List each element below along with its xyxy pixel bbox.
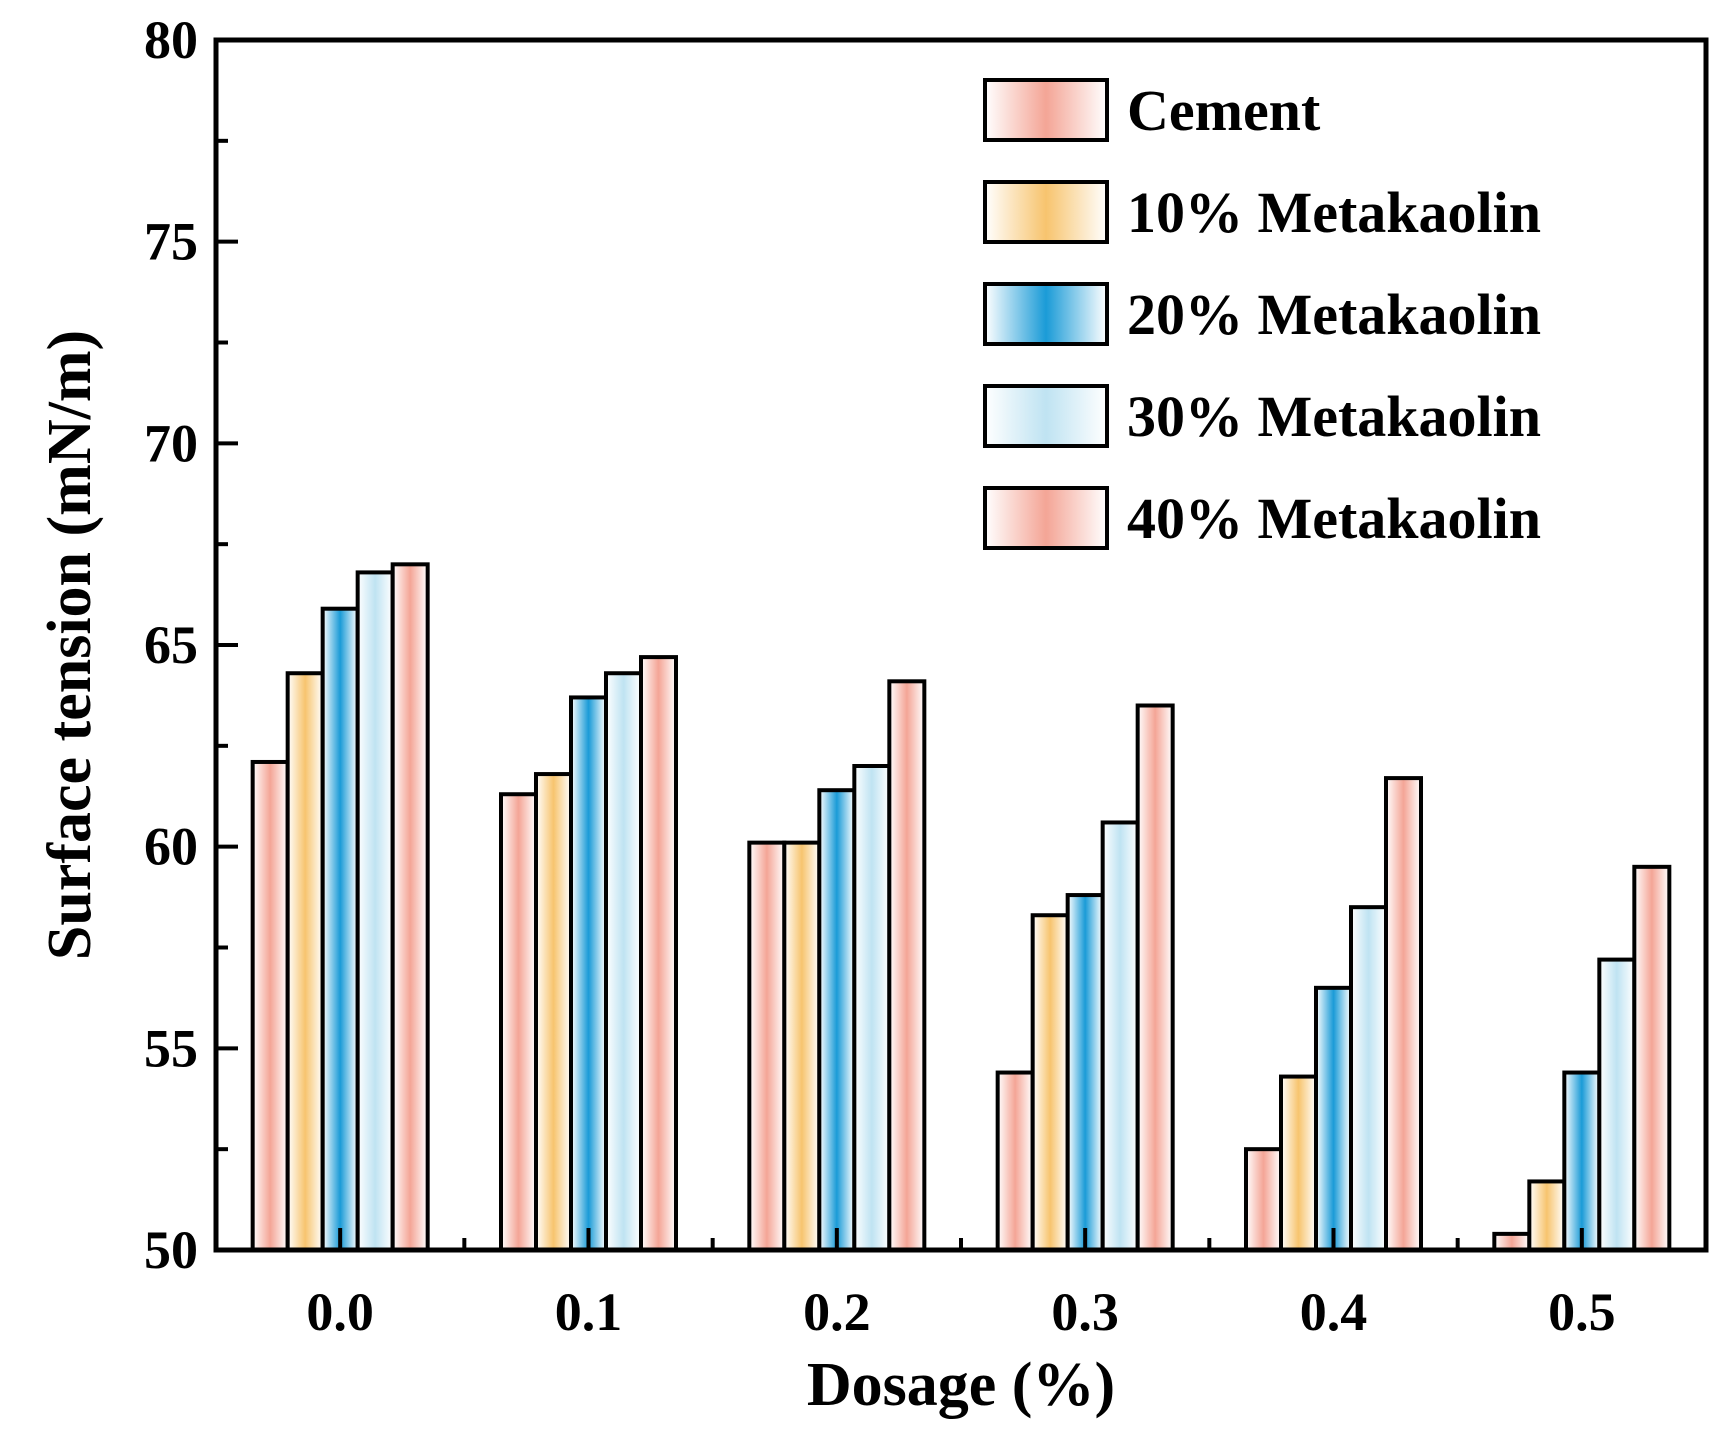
y-tick-label: 55 <box>144 1018 198 1078</box>
bar-0.2-20-metakaolin <box>817 788 857 1252</box>
y-tick-label: 80 <box>144 10 198 70</box>
bar-0.1-10-metakaolin <box>534 772 573 1252</box>
bar-0.5-30-metakaolin <box>1597 957 1637 1252</box>
bar-0.3-20-metakaolin <box>1065 893 1105 1252</box>
bar-0.0-cement <box>250 759 290 1252</box>
bar-0.1-40-metakaolin <box>639 655 678 1252</box>
x-axis-title: Dosage (%) <box>807 1351 1115 1419</box>
bar-0.2-10-metakaolin <box>782 840 822 1253</box>
x-tick-label: 0.4 <box>1300 1282 1368 1342</box>
bar-0.1-cement <box>499 792 538 1252</box>
legend-swatch <box>983 180 1109 244</box>
bar-0.1-20-metakaolin <box>569 695 608 1252</box>
bar-0.4-cement <box>1244 1147 1283 1252</box>
legend-swatch <box>983 384 1109 448</box>
bar-0.3-40-metakaolin <box>1135 703 1175 1252</box>
legend-label: 20% Metakaolin <box>1127 282 1541 347</box>
x-tick-label: 0.0 <box>306 1282 374 1342</box>
y-tick-label: 65 <box>144 615 198 675</box>
legend-label: Cement <box>1127 78 1321 143</box>
bar-0.5-10-metakaolin <box>1527 1179 1567 1253</box>
bar-0.5-40-metakaolin <box>1632 864 1672 1252</box>
axis-ticks <box>216 38 1584 1252</box>
bar-0.3-10-metakaolin <box>1030 913 1070 1252</box>
legend: Cement 10% Metakaolin 20% Metakaolin 30% Me… <box>983 78 1541 551</box>
bar-0.0-20-metakaolin <box>320 606 360 1252</box>
x-tick-label: 0.3 <box>1051 1282 1119 1342</box>
legend-label: 40% Metakaolin <box>1127 486 1541 551</box>
x-tick-label: 0.5 <box>1548 1282 1616 1342</box>
bar-0.4-30-metakaolin <box>1349 905 1388 1253</box>
x-tick-label: 0.1 <box>555 1282 623 1342</box>
y-tick-label: 70 <box>144 413 198 473</box>
y-tick-label: 60 <box>144 817 198 877</box>
bar-0.0-10-metakaolin <box>285 671 325 1252</box>
y-axis-title: Surface tension (mN/m) <box>36 330 104 960</box>
x-axis-tick-labels: 0.0 0.1 0.2 0.3 0.4 0.5 <box>306 1282 1615 1342</box>
bar-0.2-30-metakaolin <box>852 764 892 1252</box>
bar-0.1-30-metakaolin <box>604 671 643 1252</box>
bars-layer <box>250 562 1672 1253</box>
bar-0.3-30-metakaolin <box>1100 820 1140 1252</box>
bar-0.4-20-metakaolin <box>1314 985 1353 1252</box>
bar-0.4-10-metakaolin <box>1279 1074 1318 1252</box>
legend-swatch <box>983 486 1109 550</box>
bar-0.2-cement <box>747 840 787 1253</box>
legend-label: 10% Metakaolin <box>1127 180 1541 245</box>
legend-label: 30% Metakaolin <box>1127 384 1541 449</box>
legend-swatch <box>983 282 1109 346</box>
bar-0.0-40-metakaolin <box>390 562 430 1252</box>
legend-swatch <box>983 78 1109 142</box>
y-tick-label: 75 <box>144 212 198 272</box>
bar-0.2-40-metakaolin <box>887 679 927 1252</box>
bar-0.5-20-metakaolin <box>1562 1070 1602 1252</box>
bar-0.4-40-metakaolin <box>1384 776 1423 1252</box>
bar-0.3-cement <box>995 1070 1035 1252</box>
y-tick-label: 50 <box>144 1220 198 1280</box>
bar-0.0-30-metakaolin <box>355 570 395 1252</box>
x-tick-label: 0.2 <box>803 1282 871 1342</box>
y-axis-tick-labels: 50 55 60 65 70 75 80 <box>144 10 198 1280</box>
